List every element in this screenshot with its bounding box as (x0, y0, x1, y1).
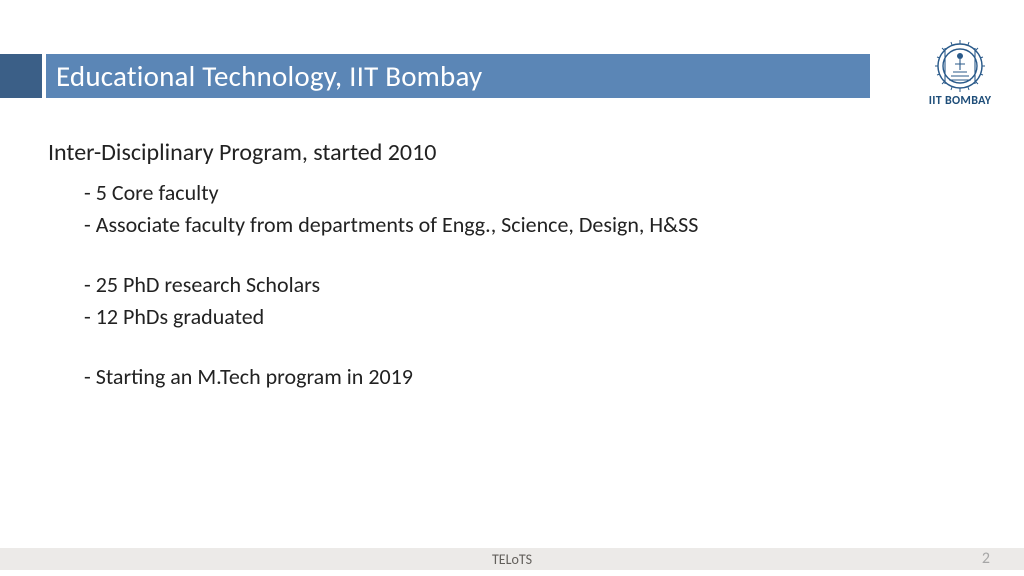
bullet-item: - Associate faculty from departments of … (84, 209, 976, 241)
spacer (48, 241, 976, 269)
bullet-item: - 25 PhD research Scholars (84, 269, 976, 301)
spacer (48, 333, 976, 361)
slide-title: Educational Technology, IIT Bombay (56, 58, 482, 94)
title-bar: Educational Technology, IIT Bombay (46, 54, 870, 98)
content-heading: Inter-Disciplinary Program, started 2010 (48, 138, 976, 167)
slide: Educational Technology, IIT Bombay IIT B… (0, 0, 1024, 576)
bullet-group-1: - 5 Core faculty - Associate faculty fro… (84, 177, 976, 241)
title-accent-block (0, 54, 42, 98)
iit-bombay-logo-icon (935, 40, 985, 92)
bullet-group-3: - Starting an M.Tech program in 2019 (84, 361, 976, 393)
institution-logo-block: IIT BOMBAY (924, 40, 996, 108)
institution-name: IIT BOMBAY (924, 94, 996, 108)
page-number: 2 (982, 549, 990, 568)
bullet-group-2: - 25 PhD research Scholars - 12 PhDs gra… (84, 269, 976, 333)
bullet-item: - Starting an M.Tech program in 2019 (84, 361, 976, 393)
bullet-item: - 5 Core faculty (84, 177, 976, 209)
footer-center-text: TELoTS (0, 551, 1024, 568)
slide-content: Inter-Disciplinary Program, started 2010… (48, 138, 976, 392)
bullet-item: - 12 PhDs graduated (84, 301, 976, 333)
